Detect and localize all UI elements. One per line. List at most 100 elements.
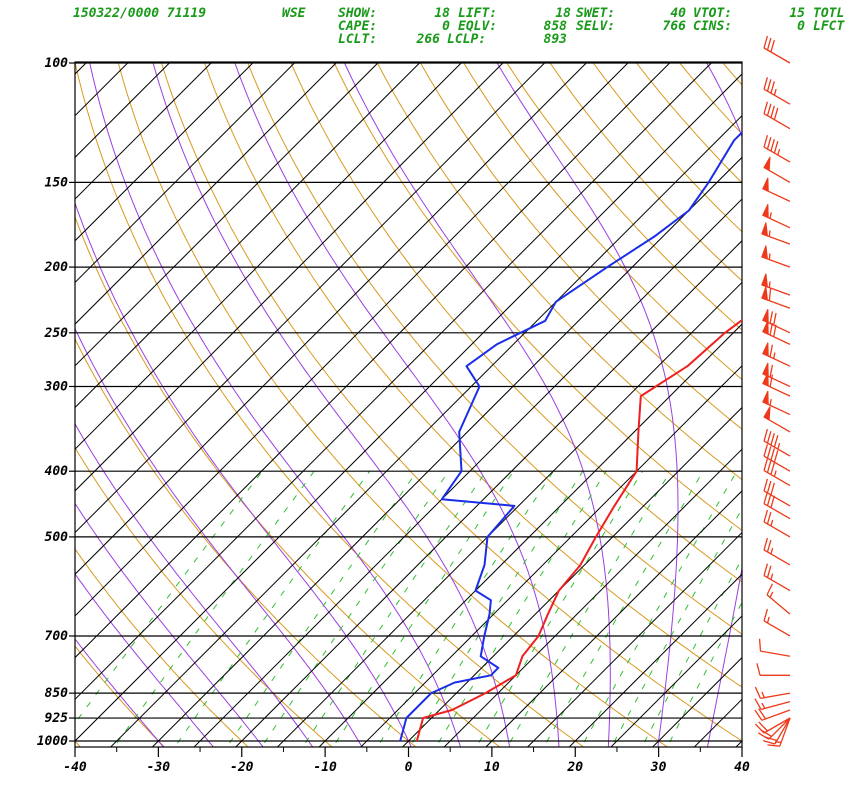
isotherm-line	[75, 62, 213, 200]
wind-barb-pennant	[762, 309, 769, 324]
wind-barb-feather	[758, 721, 768, 732]
wind-barb-feather	[763, 429, 769, 442]
wind-barb-feather	[767, 744, 780, 747]
isotherm-line	[75, 62, 88, 75]
isotherm-line	[526, 531, 742, 747]
temperature-label: 20	[566, 760, 583, 775]
dry-adiabat-line	[548, 62, 742, 282]
header-row2-item-3: 858	[544, 19, 568, 34]
isotherm-line	[75, 62, 505, 492]
header-row1-item-4: LIFT:	[458, 6, 497, 21]
mixing-ratio-line	[666, 601, 742, 747]
wind-barb	[763, 135, 791, 163]
mixing-ratio-line	[580, 470, 738, 747]
wind-barb-feather	[770, 495, 775, 508]
wind-barb-staff	[763, 455, 791, 472]
temperature-label: -30	[147, 760, 171, 775]
wind-barb	[763, 444, 791, 472]
wind-barb-feather	[770, 448, 775, 461]
wind-barb-staff	[760, 701, 791, 711]
isotherm-line	[75, 62, 172, 159]
pressure-label: 1000	[37, 734, 68, 749]
wind-barb-feather	[766, 431, 772, 444]
wind-barb	[754, 698, 791, 711]
isotherm-line	[610, 615, 742, 747]
dewpoint-trace	[399, 130, 742, 742]
sounding-traces	[399, 130, 742, 742]
wind-barb	[762, 390, 791, 416]
header-row2-item-1: 0	[442, 19, 450, 34]
pressure-label: 700	[45, 629, 69, 644]
isotherm-line	[651, 656, 742, 747]
wind-barb	[763, 537, 791, 566]
dry-adiabat-line	[246, 62, 742, 635]
isotherm-line	[75, 62, 714, 701]
wind-barb-feather	[766, 583, 774, 596]
wind-barb-staff	[768, 717, 791, 740]
moist-adiabat-line	[75, 638, 165, 747]
wind-barb-feather	[766, 446, 772, 459]
header-row1-item-10: TOTL:	[813, 6, 845, 21]
header-row3-item-0: LCLT:	[338, 32, 377, 47]
wind-barb-staff	[763, 549, 791, 566]
wind-barb-staff	[763, 440, 791, 457]
temperature-label: 30	[650, 760, 667, 775]
isotherm-line	[75, 62, 672, 659]
wind-barb-feather	[766, 103, 772, 116]
mixing-ratio-line	[610, 507, 742, 747]
dry-adiabat-line	[333, 62, 742, 532]
mixing-ratio-line	[113, 470, 315, 747]
dry-adiabat-line	[419, 62, 742, 430]
isotherms	[0, 48, 742, 755]
wind-barb	[763, 458, 791, 487]
header-row1-item-7: 40	[670, 6, 686, 21]
wind-barb-feather	[773, 435, 779, 448]
wind-barb-feather	[773, 312, 777, 326]
mixing-ratio-line	[332, 470, 514, 747]
wind-barb-half-feather	[766, 616, 770, 624]
pressure-label: 250	[44, 326, 69, 341]
wind-barb	[758, 638, 791, 657]
isotherm-line	[193, 198, 742, 747]
dry-adiabat-line	[75, 446, 333, 747]
wind-barb-feather	[770, 482, 775, 496]
header-row2-item-5: 766	[663, 19, 687, 34]
moist-adiabat-line	[75, 502, 264, 747]
wind-barb	[761, 222, 791, 245]
wind-barb-half-feather	[761, 702, 766, 709]
pressure-label: 500	[45, 530, 69, 545]
moist-adiabat-line	[89, 62, 461, 747]
wind-barb-feather	[773, 107, 779, 120]
wind-barb-feather	[758, 638, 762, 652]
wind-barb-feather	[763, 444, 769, 457]
isotherm-line	[75, 73, 742, 742]
dry-adiabat-line	[160, 62, 742, 742]
isotherm-line	[568, 573, 742, 747]
wind-barb	[766, 583, 791, 615]
isotherm-line	[401, 406, 742, 747]
wind-barb	[761, 286, 791, 309]
isotherm-line	[235, 240, 742, 747]
wind-barb-feather	[768, 288, 772, 301]
wind-barb-staff	[763, 113, 791, 130]
wind-barb	[763, 491, 791, 520]
wind-barb-feather	[763, 563, 769, 576]
wind-barb-feather	[769, 364, 774, 378]
wind-barb-feather	[766, 493, 772, 506]
wind-barb	[763, 478, 791, 507]
isotherm-line	[75, 62, 130, 117]
wind-barb-feather	[763, 77, 769, 90]
wind-barbs	[754, 35, 791, 747]
wind-barb-feather	[763, 35, 769, 49]
wind-barb-feather	[754, 686, 762, 699]
dry-adiabat-line	[75, 337, 417, 747]
wind-barb-feather	[758, 708, 767, 720]
wind-barb-feather	[769, 311, 774, 324]
isotherm-line	[109, 114, 742, 747]
wind-barb-half-feather	[769, 399, 772, 406]
dry-adiabats	[75, 62, 742, 747]
wind-barb-pennant	[762, 320, 769, 336]
plot-frame	[74, 61, 743, 748]
isotherm-line	[0, 48, 18, 755]
wind-barb-half-feather	[769, 591, 774, 598]
